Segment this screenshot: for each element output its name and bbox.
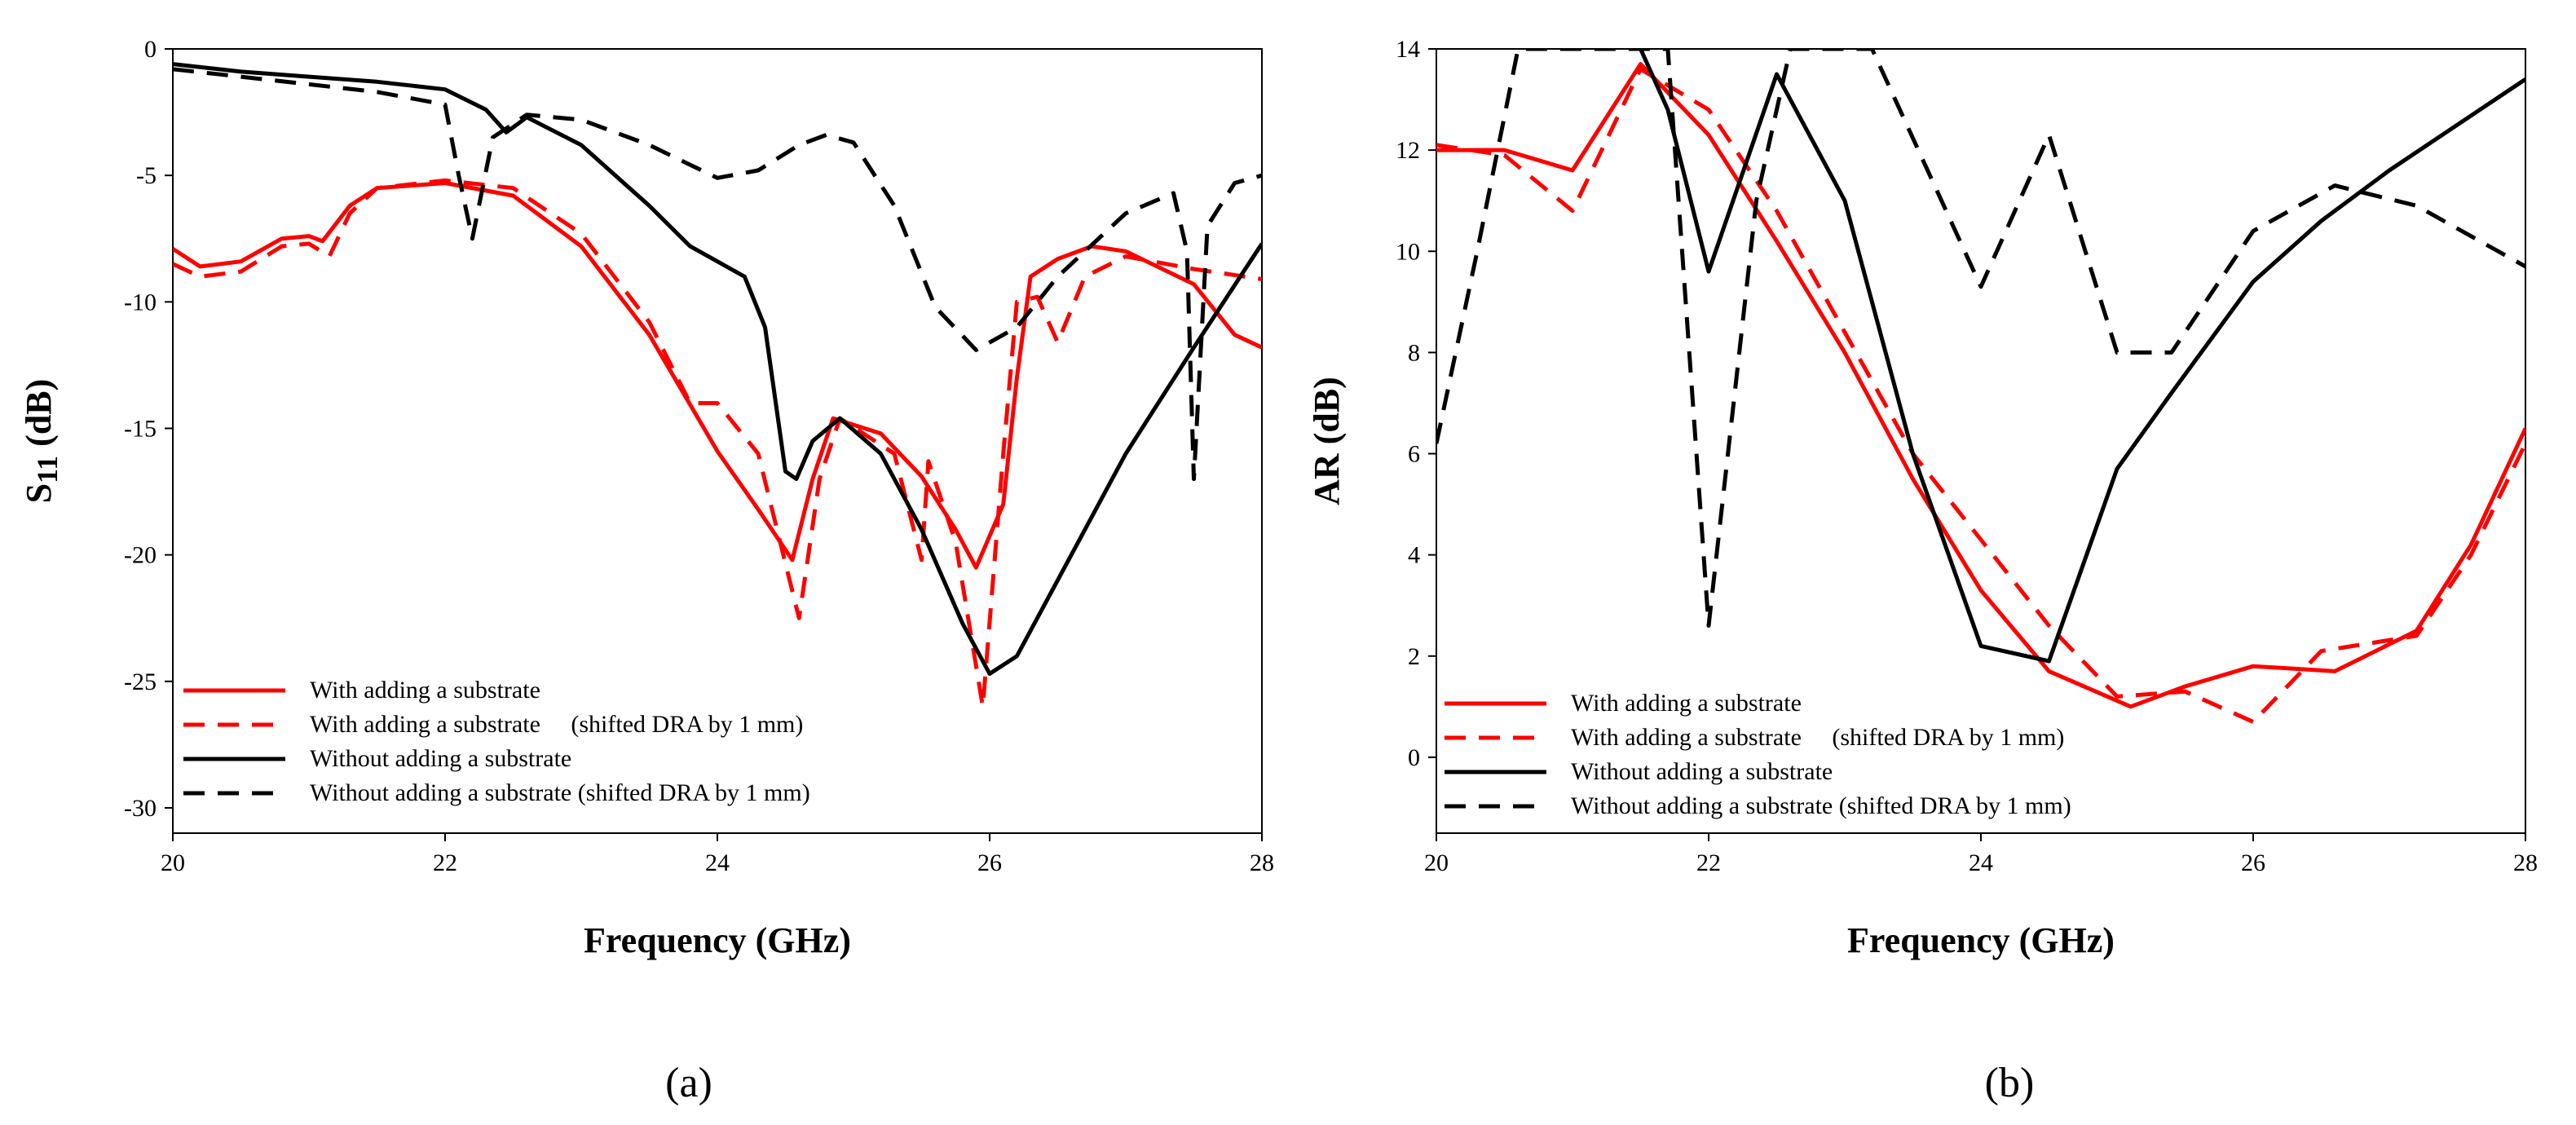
- legend-label-3: Without adding a substrate: [1571, 758, 1833, 785]
- x-tick-label: 22: [1696, 849, 1721, 876]
- x-tick-label: 26: [977, 849, 1002, 876]
- y-axis-label-subscript: 11: [31, 456, 64, 483]
- y-tick-label: 12: [1396, 137, 1420, 164]
- panel-caption: (a): [665, 1060, 712, 1106]
- legend-label-1: With adding a substrate: [1571, 690, 1802, 717]
- series-group: [1436, 49, 2525, 724]
- series-line-2: [1436, 67, 2525, 724]
- x-tick-label: 20: [161, 849, 185, 876]
- y-tick-label: -5: [136, 162, 157, 189]
- y-axis-label-main: S: [19, 483, 59, 503]
- series-line-3: [173, 62, 1262, 676]
- y-tick-label: 6: [1408, 441, 1420, 468]
- y-tick-label: -30: [124, 795, 157, 822]
- x-axis-label: Frequency (GHz): [1847, 920, 2115, 960]
- y-tick-label: 2: [1408, 643, 1420, 670]
- x-tick-label: 28: [1250, 849, 1274, 876]
- series-line-4: [173, 67, 1262, 481]
- y-tick-label: -15: [124, 415, 157, 442]
- x-tick-label: 24: [1969, 849, 1993, 876]
- x-tick-label: 20: [1424, 849, 1449, 876]
- y-axis-label: AR (dB): [1307, 377, 1347, 505]
- panel-caption: (b): [1985, 1060, 2035, 1106]
- series-line-1: [173, 181, 1262, 570]
- x-axis-label: Frequency (GHz): [584, 920, 851, 960]
- legend-label-4: Without adding a substrate (shifted DRA …: [1571, 792, 2071, 819]
- y-tick-label: -25: [124, 668, 157, 695]
- legend-label-4: Without adding a substrate (shifted DRA …: [310, 779, 810, 806]
- legend-label-1: With adding a substrate: [310, 677, 540, 704]
- x-tick-label: 24: [705, 849, 730, 876]
- x-tick-label: 26: [2241, 849, 2265, 876]
- y-tick-label: 14: [1396, 36, 1420, 63]
- y-tick-label: 0: [1408, 744, 1420, 771]
- y-axis-label: S11 (dB): [19, 379, 64, 504]
- series-line-2: [173, 178, 1262, 709]
- series-group: [173, 62, 1262, 709]
- y-tick-label: 0: [144, 36, 157, 63]
- series-line-3: [1639, 49, 2525, 664]
- y-tick-label: 10: [1396, 238, 1420, 265]
- series-line-4: [1436, 49, 2525, 628]
- legend-label-3: Without adding a substrate: [310, 745, 571, 772]
- legend-label-2: With adding a substrate (shifted DRA by …: [1571, 724, 2064, 751]
- y-tick-label: -10: [124, 289, 157, 315]
- y-tick-label: 8: [1408, 339, 1420, 366]
- panel-a-chart: 20 22 24 26 28 0 -5 -10 -15 -20 -25 -30 Frequency (G…: [19, 36, 1274, 1106]
- y-tick-label: -20: [124, 542, 157, 569]
- x-tick-label: 22: [433, 849, 457, 876]
- y-tick-label: 4: [1408, 542, 1420, 569]
- y-axis-label-main: AR (dB): [1307, 377, 1347, 505]
- y-axis-label-unit: (dB): [19, 379, 59, 456]
- legend-label-2: With adding a substrate (shifted DRA by …: [310, 711, 803, 738]
- series-line-1: [1436, 62, 2525, 709]
- x-tick-label: 28: [2513, 849, 2538, 876]
